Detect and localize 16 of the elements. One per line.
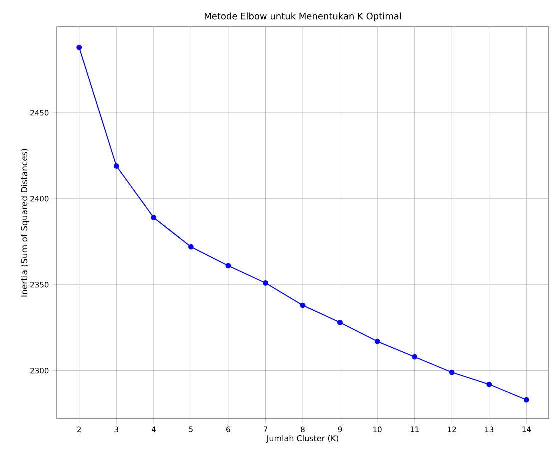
point bbox=[76, 44, 82, 50]
point bbox=[151, 215, 157, 221]
point bbox=[374, 338, 380, 344]
point bbox=[486, 382, 492, 388]
point bbox=[449, 370, 455, 376]
point bbox=[114, 164, 120, 169]
point bbox=[188, 244, 194, 250]
chart-title: Metode Elbow untuk Menentukan K Optimal bbox=[204, 12, 402, 22]
point bbox=[226, 263, 232, 269]
x-axis-title: Jumlah Cluster (K) bbox=[266, 435, 339, 443]
point bbox=[338, 320, 343, 326]
y-axis-title: Inertia (Sum of Squared Distances) bbox=[21, 149, 30, 297]
point bbox=[412, 354, 418, 360]
point bbox=[524, 397, 530, 403]
point bbox=[263, 280, 268, 286]
point bbox=[300, 302, 306, 308]
